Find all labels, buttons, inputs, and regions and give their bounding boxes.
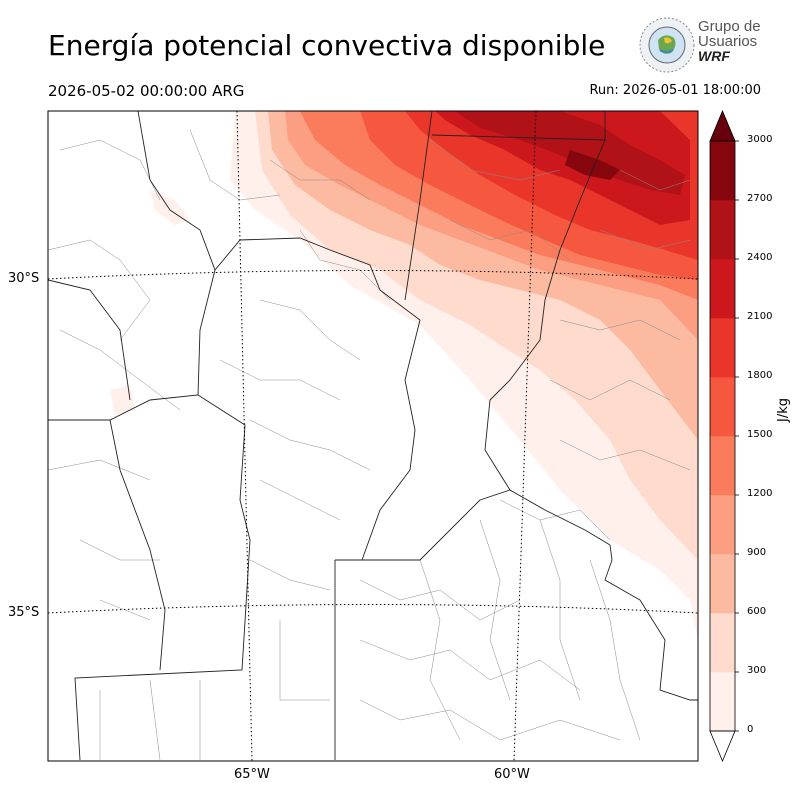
colorbar-extend-bottom [709, 730, 736, 763]
colorbar-segment [710, 495, 735, 555]
colorbar-tick-label: 900 [747, 547, 767, 558]
graticule [48, 111, 698, 761]
colorbar-segment [710, 613, 735, 673]
colorbar-segment [710, 141, 735, 201]
logo-line3: WRF [698, 48, 730, 64]
logo-line2: Usuarios [698, 33, 758, 50]
colorbar-segment [710, 200, 735, 260]
cape-level-2700-3000 [565, 150, 620, 180]
colorbar-segment [710, 377, 735, 437]
lon-label-65w: 65°W [234, 767, 270, 782]
colorbar-segment [710, 554, 735, 614]
valid-time: 2026-05-02 00:00:00 ARG [48, 82, 245, 100]
colorbar-segment [710, 259, 735, 319]
logo-globe-icon [639, 17, 695, 73]
parallel-30s [48, 270, 698, 280]
colorbar-tick-label: 1500 [747, 429, 773, 440]
meridian-60w [513, 111, 537, 761]
colorbar-tick-label: 3000 [747, 134, 773, 145]
colorbar-unit: J/kg [776, 398, 791, 422]
logo-line1: Grupo de [698, 18, 761, 35]
political-boundaries [48, 111, 698, 761]
colorbar-tick-label: 2700 [747, 193, 773, 204]
lon-label-60w: 60°W [494, 767, 530, 782]
cape-field [110, 111, 698, 640]
run-time: Run: 2026-05-01 18:00:00 [589, 83, 761, 98]
cape-level-2100-2400 [435, 111, 690, 225]
wrf-users-logo: Grupo de Usuarios WRF [638, 16, 762, 74]
parallel-35s [48, 604, 698, 614]
colorbar-tick-label: 2400 [747, 252, 773, 263]
meridian-65w [236, 111, 253, 761]
province-boundaries [48, 111, 698, 761]
map-title: Energía potencial convectiva disponible [48, 29, 606, 62]
lat-label-30s: 30°S [8, 271, 40, 286]
colorbar-segment [710, 436, 735, 496]
colorbar-segment [710, 672, 735, 732]
colorbar-tick-label: 2100 [747, 311, 773, 322]
map-frame [47, 110, 699, 762]
colorbar-tick-label: 300 [747, 665, 767, 676]
colorbar-tick-label: 1800 [747, 370, 773, 381]
colorbar-tick-label: 0 [747, 724, 754, 735]
lat-label-35s: 35°S [8, 605, 40, 620]
colorbar-tick-label: 1200 [747, 488, 773, 499]
colorbar [709, 109, 739, 763]
colorbar-tick-label: 600 [747, 606, 767, 617]
colorbar-segment [710, 318, 735, 378]
colorbar-extend-top [709, 109, 736, 142]
